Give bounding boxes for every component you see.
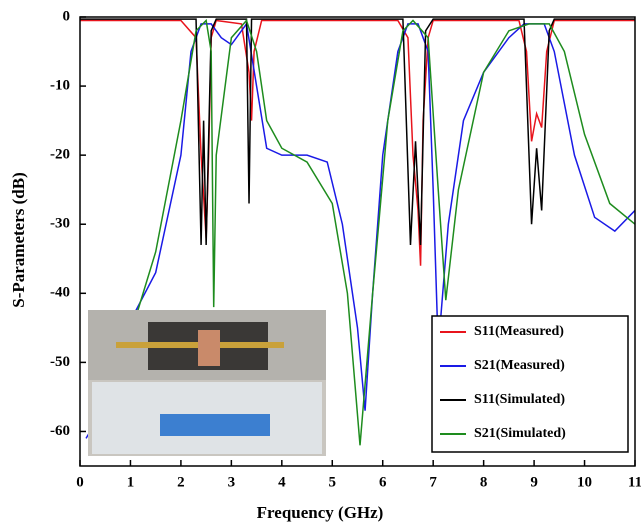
x-tick-label: 3	[228, 474, 236, 490]
x-tick-label: 5	[329, 474, 337, 490]
legend: S11(Measured) S21(Measured) S11(Simulated)…	[431, 315, 629, 453]
inset-photo	[88, 310, 326, 456]
legend-label: S21(Simulated)	[474, 426, 566, 441]
plot-area	[80, 18, 635, 446]
x-tick-label: 2	[177, 474, 185, 490]
x-tick-label: 9	[530, 474, 538, 490]
y-axis-label: S-Parameters (dB)	[9, 172, 28, 308]
y-tick-label: -40	[50, 285, 70, 301]
y-tick-label: 0	[63, 8, 71, 24]
legend-label: S11(Measured)	[474, 324, 564, 339]
series-line	[129, 18, 635, 446]
legend-label: S11(Simulated)	[474, 392, 565, 407]
y-tick-label: -30	[50, 216, 70, 232]
legend-label: S21(Measured)	[474, 358, 565, 373]
x-tick-label: 6	[379, 474, 387, 490]
y-tick-label: -20	[50, 147, 70, 163]
x-tick-label: 11	[628, 474, 641, 490]
y-tick-label: -60	[50, 423, 70, 439]
x-tick-label: 7	[429, 474, 437, 490]
x-axis-label: Frequency (GHz)	[257, 503, 384, 522]
x-tick-label: 1	[127, 474, 135, 490]
series-line	[80, 18, 635, 245]
x-tick-label: 0	[76, 474, 84, 490]
x-tick-label: 8	[480, 474, 488, 490]
x-tick-label: 10	[577, 474, 592, 490]
series-line	[80, 19, 635, 266]
plot-frame	[79, 16, 636, 467]
y-tick-label: -50	[50, 354, 70, 370]
x-tick-label: 4	[278, 474, 286, 490]
y-tick-label: -10	[50, 78, 70, 94]
